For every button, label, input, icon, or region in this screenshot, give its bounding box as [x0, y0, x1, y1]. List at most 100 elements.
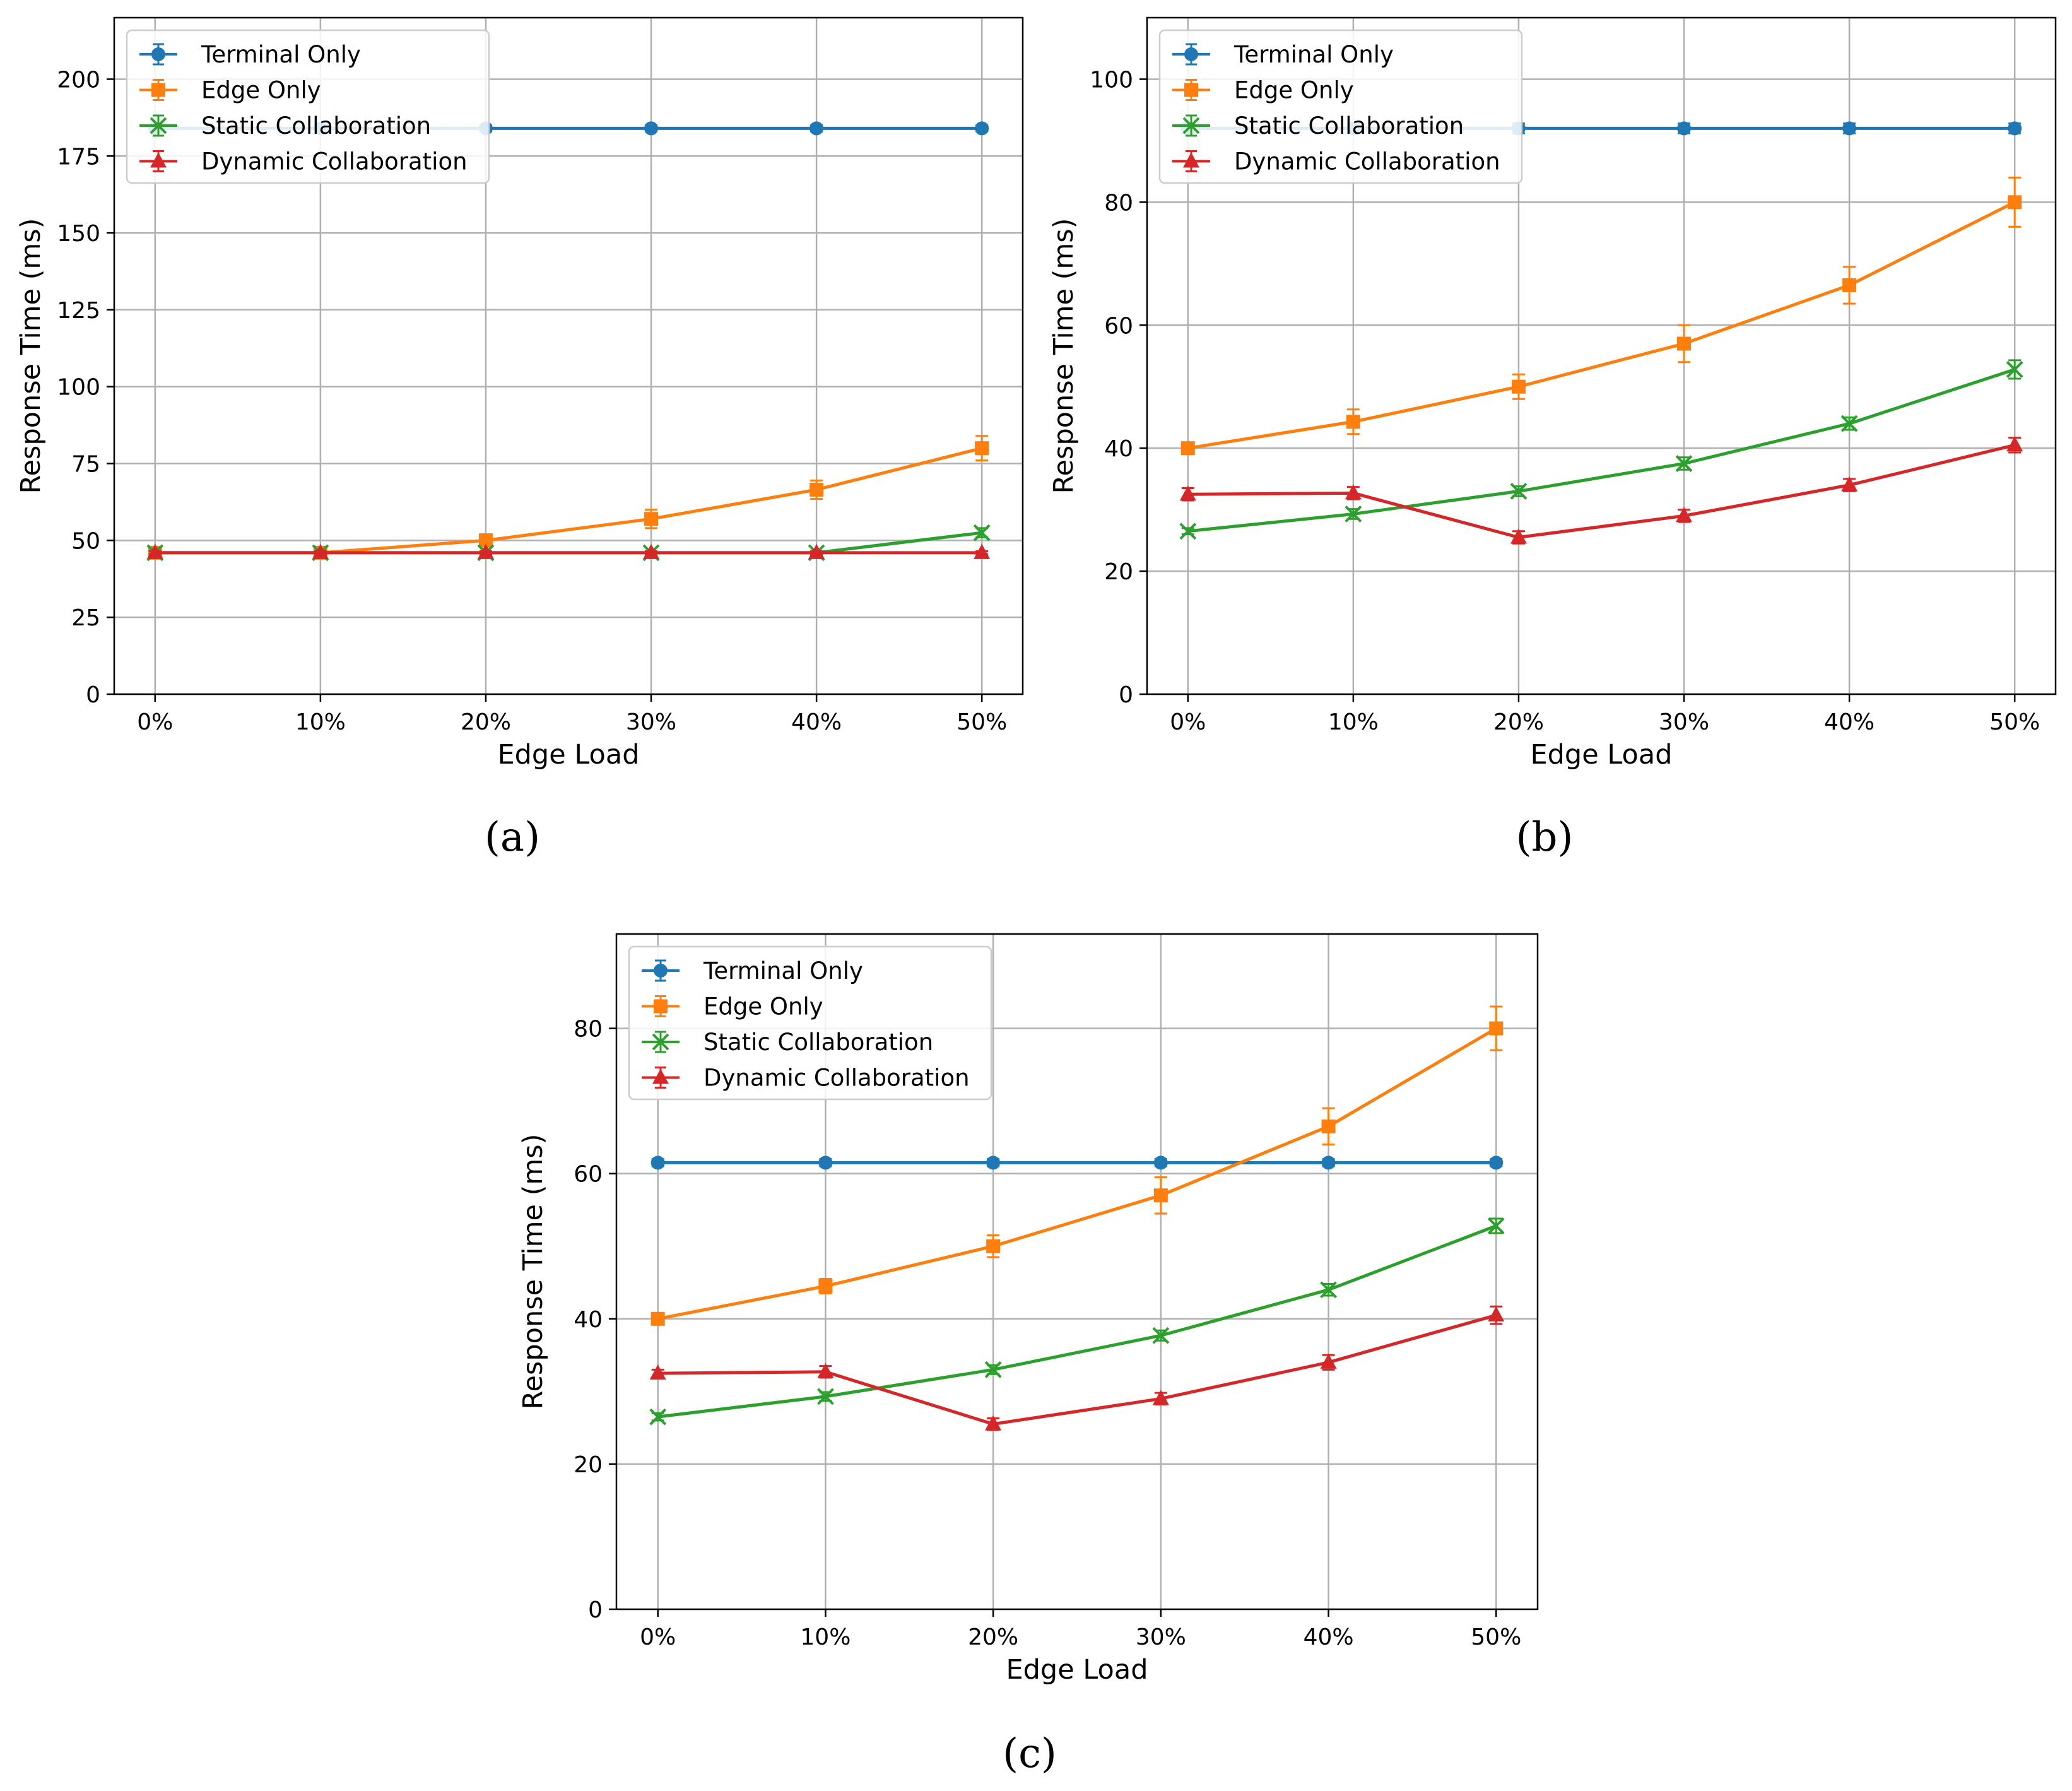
data-point-terminal-only — [644, 121, 659, 136]
panel-caption: (b) — [1516, 814, 1574, 861]
legend-label-static-collaboration: Static Collaboration — [1234, 112, 1464, 139]
data-point-terminal-only — [1489, 1156, 1504, 1170]
legend-label-edge-only: Edge Only — [201, 77, 321, 104]
data-point-dynamic-collaboration — [1841, 476, 1858, 492]
y-tick-label: 60 — [1104, 313, 1133, 339]
legend-static-collaboration-marker — [652, 1033, 669, 1051]
data-point-static-collaboration — [984, 1361, 1002, 1378]
data-point-static-collaboration — [1675, 455, 1693, 472]
data-point-edge-only — [809, 482, 824, 497]
x-tick-label: 10% — [800, 1624, 851, 1650]
data-point-static-collaboration — [1840, 415, 1858, 432]
x-tick-label: 30% — [626, 709, 676, 735]
series-line-static-collaboration — [657, 1224, 1497, 1419]
panel-caption: (c) — [1003, 1730, 1057, 1777]
y-tick-label: 25 — [71, 605, 100, 631]
data-point-dynamic-collaboration — [1320, 1353, 1337, 1369]
legend-box — [126, 29, 490, 184]
legend-label-dynamic-collaboration: Dynamic Collaboration — [1234, 148, 1500, 175]
data-point-dynamic-collaboration — [985, 1415, 1002, 1431]
x-tick-label: 0% — [137, 709, 173, 735]
legend-terminal-only-marker — [654, 964, 668, 978]
x-tick-label: 50% — [1471, 1624, 1521, 1650]
data-point-static-collaboration — [1152, 1327, 1170, 1344]
data-point-static-collaboration — [817, 1388, 834, 1405]
data-point-terminal-only — [1321, 1156, 1336, 1170]
legend-label-terminal-only: Terminal Only — [201, 41, 361, 68]
data-point-terminal-only — [975, 121, 989, 136]
data-point-terminal-only — [1842, 121, 1857, 136]
data-point-edge-only — [1842, 278, 1857, 292]
legend: Terminal Only Edge Only Static Collaborati… — [1158, 29, 1523, 184]
data-point-dynamic-collaboration — [808, 543, 825, 559]
legend-label-edge-only: Edge Only — [703, 993, 823, 1020]
x-tick-label: 10% — [1328, 709, 1379, 735]
data-point-terminal-only — [986, 1156, 1001, 1170]
x-tick-label: 40% — [791, 709, 842, 735]
data-point-terminal-only — [1153, 1156, 1168, 1170]
plot-frame — [615, 933, 1539, 1611]
data-point-terminal-only — [650, 1156, 665, 1170]
legend-label-dynamic-collaboration: Dynamic Collaboration — [201, 148, 468, 175]
data-point-edge-only — [1180, 441, 1195, 456]
legend-edge-only-marker — [151, 83, 165, 97]
series-line-dynamic-collaboration — [1187, 443, 2015, 540]
x-tick-label: 50% — [957, 709, 1007, 735]
y-tick-label: 150 — [57, 221, 100, 247]
data-point-dynamic-collaboration — [146, 543, 163, 559]
y-tick-label: 40 — [574, 1307, 603, 1333]
data-point-edge-only — [1153, 1188, 1168, 1203]
x-tick-label: 20% — [1493, 709, 1544, 735]
legend: Terminal Only Edge Only Static Collaborati… — [628, 945, 992, 1101]
data-point-terminal-only — [1677, 121, 1692, 136]
legend-terminal-only-marker — [151, 47, 165, 61]
legend-label-terminal-only: Terminal Only — [703, 957, 863, 984]
plot-frame — [113, 16, 1024, 695]
legend-label-terminal-only: Terminal Only — [1233, 41, 1394, 68]
data-point-dynamic-collaboration — [817, 1362, 834, 1378]
legend-terminal-only-marker — [1184, 47, 1198, 61]
legend-static-collaboration-marker — [150, 117, 167, 134]
series-line-static-collaboration — [1187, 368, 2015, 533]
chart-panel-1: 0% 10% 20% 30% 40% 50% 0 25 50 75 100 125 150 175 200 E… — [15, 16, 1024, 861]
data-point-static-collaboration — [1345, 505, 1362, 523]
data-point-edge-only — [1346, 415, 1360, 429]
data-point-edge-only — [986, 1239, 1001, 1253]
legend-static-collaboration-marker — [1182, 117, 1200, 134]
x-axis-title: Edge Load — [497, 739, 639, 771]
data-point-static-collaboration — [1487, 1217, 1505, 1234]
x-axis-title: Edge Load — [1530, 739, 1672, 771]
y-tick-label: 60 — [574, 1162, 603, 1188]
y-axis-title: Response Time (ms) — [1048, 218, 1080, 494]
x-tick-label: 10% — [295, 709, 346, 735]
data-point-edge-only — [644, 512, 659, 526]
y-tick-label: 0 — [1119, 682, 1133, 708]
series-line-edge-only — [657, 1027, 1497, 1321]
data-point-static-collaboration — [1179, 523, 1197, 540]
x-tick-label: 40% — [1824, 709, 1875, 735]
data-point-dynamic-collaboration — [974, 543, 991, 559]
data-point-terminal-only — [2008, 121, 2022, 136]
data-point-terminal-only — [809, 121, 824, 136]
y-tick-label: 40 — [1104, 436, 1133, 462]
y-tick-label: 80 — [574, 1017, 603, 1043]
series-line-edge-only — [1187, 201, 2016, 450]
y-tick-label: 20 — [574, 1452, 603, 1478]
legend-edge-only-marker — [1184, 83, 1198, 97]
data-point-edge-only — [478, 533, 493, 548]
data-point-edge-only — [1677, 336, 1692, 351]
series-line-dynamic-collaboration — [657, 1313, 1497, 1426]
data-point-dynamic-collaboration — [1345, 484, 1362, 500]
legend-box — [628, 945, 992, 1101]
data-point-dynamic-collaboration — [477, 543, 494, 559]
chart-panel-3: 0% 10% 20% 30% 40% 50% 0 20 40 60 80 Edge Load Respo… — [517, 933, 1539, 1777]
data-point-edge-only — [650, 1311, 665, 1326]
data-point-dynamic-collaboration — [1488, 1306, 1505, 1322]
y-tick-label: 75 — [71, 452, 100, 478]
x-tick-label: 20% — [461, 709, 511, 735]
legend-label-dynamic-collaboration: Dynamic Collaboration — [703, 1065, 970, 1092]
y-tick-label: 100 — [1090, 67, 1133, 93]
legend-dynamic-collaboration-marker — [150, 152, 167, 168]
data-point-dynamic-collaboration — [643, 543, 660, 559]
